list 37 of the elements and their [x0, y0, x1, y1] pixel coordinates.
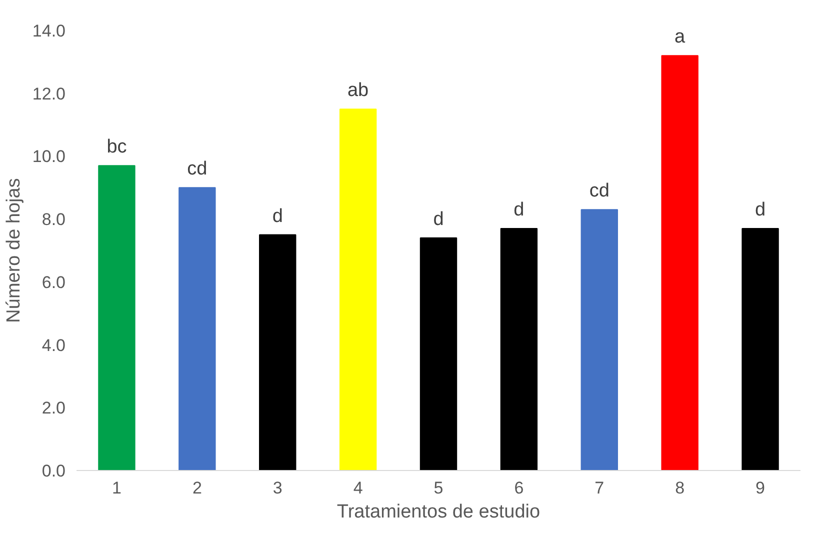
annotation: bc	[106, 136, 127, 158]
annotation: ab	[347, 80, 369, 102]
bar	[259, 234, 296, 470]
annotation: d	[272, 206, 283, 227]
annotation: a	[674, 26, 686, 48]
y-axis-title: Número de hojas	[3, 178, 24, 323]
x-tick-label: 3	[272, 478, 282, 498]
bar	[98, 165, 136, 470]
x-axis-title: Tratamientos de estudio	[336, 502, 540, 522]
x-tick-label: 8	[675, 478, 685, 498]
bar	[178, 187, 216, 470]
annotation: d	[433, 208, 444, 230]
bar	[420, 237, 458, 470]
annotation: cd	[187, 158, 208, 180]
bar	[580, 209, 618, 470]
bar	[500, 228, 538, 470]
bar	[742, 228, 779, 470]
y-tick-label: 0.0	[42, 462, 66, 480]
y-tick-label: 14.0	[32, 22, 66, 40]
y-tick-label: 12.0	[32, 84, 66, 104]
x-tick-label: 2	[192, 478, 202, 498]
annotation: d	[514, 200, 524, 220]
y-tick-label: 8.0	[42, 210, 66, 230]
y-tick-label: 4.0	[42, 336, 66, 355]
annotation: cd	[589, 180, 610, 202]
y-tick-label: 10.0	[32, 147, 66, 166]
x-tick-label: 9	[756, 478, 766, 498]
bar	[339, 108, 377, 470]
x-tick-label: 5	[434, 478, 444, 498]
x-tick-label: 4	[353, 478, 363, 498]
x-tick-label: 1	[112, 478, 122, 498]
x-tick-label: 6	[514, 478, 524, 498]
annotation: d	[754, 200, 766, 220]
y-tick-label: 6.0	[42, 272, 66, 292]
x-tick-label: 7	[594, 478, 604, 498]
y-tick-label: 2.0	[42, 398, 66, 418]
bar	[661, 55, 698, 470]
